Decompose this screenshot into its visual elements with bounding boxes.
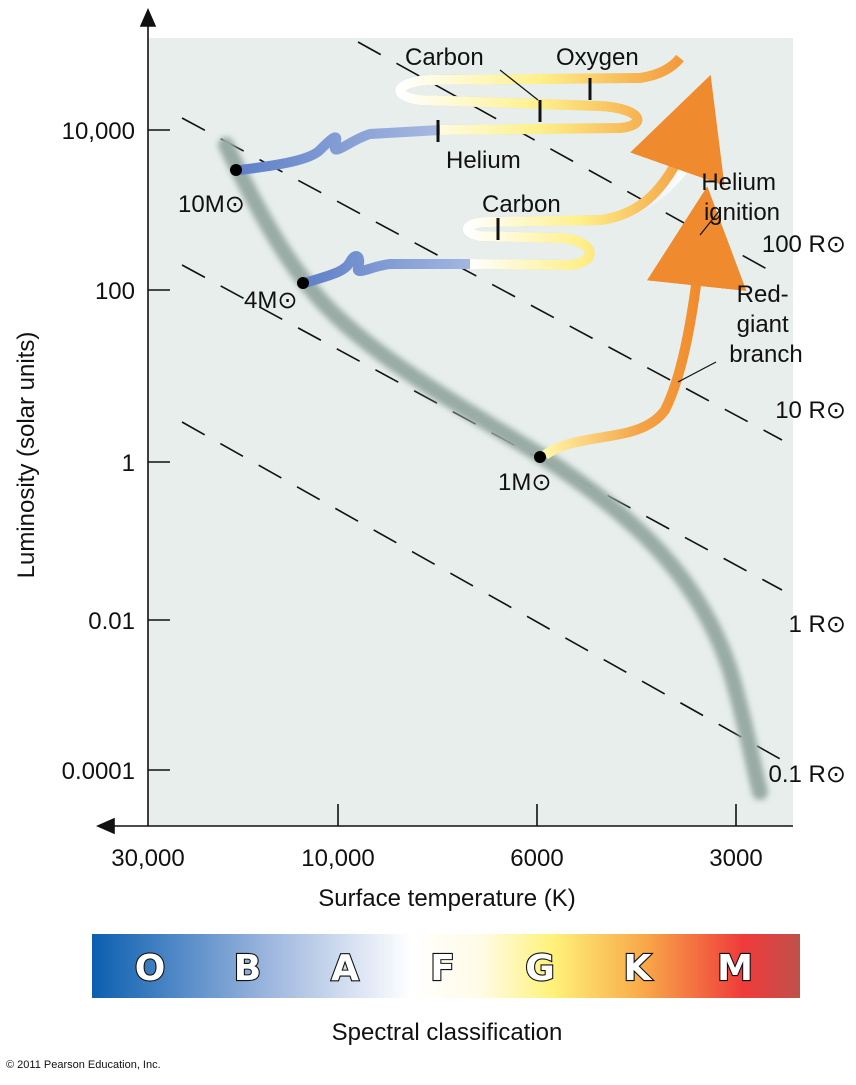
track-1m bbox=[542, 186, 747, 460]
x-tick-label: 6000 bbox=[510, 845, 563, 872]
y-tick-label: 0.01 bbox=[88, 608, 135, 635]
radius-label: 100 R⊙ bbox=[762, 231, 846, 258]
x-tick-label: 30,000 bbox=[111, 845, 184, 872]
annotation: Red- giant branch bbox=[729, 281, 802, 368]
annotation: Helium ignition bbox=[701, 169, 782, 226]
radius-line bbox=[181, 264, 783, 591]
radius-label: 1 R⊙ bbox=[789, 611, 846, 638]
x-tick-label: 10,000 bbox=[301, 845, 374, 872]
x-tick-label: 3000 bbox=[709, 845, 762, 872]
leaders bbox=[499, 69, 721, 383]
y-axis-label: Luminosity (solar units) bbox=[13, 332, 40, 579]
copyright: © 2011 Pearson Education, Inc. bbox=[6, 1059, 161, 1071]
spectral-bar bbox=[92, 934, 800, 998]
point bbox=[297, 277, 309, 289]
leader bbox=[699, 209, 721, 236]
annotation: Helium bbox=[446, 147, 521, 174]
spectral-class: G bbox=[525, 948, 555, 989]
spectral-class: B bbox=[234, 948, 261, 989]
spectral-class: M bbox=[717, 948, 753, 989]
radius-label: 0.1 R⊙ bbox=[769, 761, 846, 788]
x-axis-label: Surface temperature (K) bbox=[318, 885, 575, 912]
radius-line bbox=[181, 117, 783, 441]
spectral-class: F bbox=[430, 948, 455, 989]
axes bbox=[96, 8, 793, 835]
y-arrow bbox=[139, 8, 157, 27]
radius-label: 10 R⊙ bbox=[775, 397, 846, 424]
spectral-label: Spectral classification bbox=[332, 1019, 563, 1046]
point bbox=[534, 451, 546, 463]
point bbox=[230, 164, 242, 176]
annotation: Carbon bbox=[405, 44, 484, 71]
spectral-class: O bbox=[135, 948, 166, 989]
annotation-line: ignition bbox=[704, 199, 780, 226]
annotation: Oxygen bbox=[556, 44, 639, 71]
leader bbox=[499, 69, 539, 101]
annotation-line: Red- bbox=[737, 281, 789, 308]
leader bbox=[677, 361, 717, 383]
track-marks bbox=[436, 78, 592, 240]
spectral-class: A bbox=[331, 948, 359, 989]
x-arrow bbox=[96, 817, 115, 835]
spectral-class: K bbox=[624, 948, 653, 989]
annotation-line: branch bbox=[729, 341, 802, 368]
y-tick-label: 1 bbox=[122, 450, 135, 477]
annotation-line: giant bbox=[737, 311, 789, 338]
annotation-line: Helium bbox=[701, 169, 776, 196]
y-tick-labels: 10,000 100 1 0.01 0.0001 bbox=[62, 118, 135, 785]
y-tick-label: 100 bbox=[95, 278, 135, 305]
mass-label: 4M⊙ bbox=[244, 287, 297, 314]
radius-line bbox=[181, 421, 783, 761]
mass-points bbox=[230, 164, 546, 463]
mass-label: 10M⊙ bbox=[178, 191, 245, 218]
annotation: Carbon bbox=[482, 191, 561, 218]
y-tick-label: 0.0001 bbox=[62, 758, 135, 785]
y-tick-label: 10,000 bbox=[62, 118, 135, 145]
mass-label: 1M⊙ bbox=[498, 469, 551, 496]
